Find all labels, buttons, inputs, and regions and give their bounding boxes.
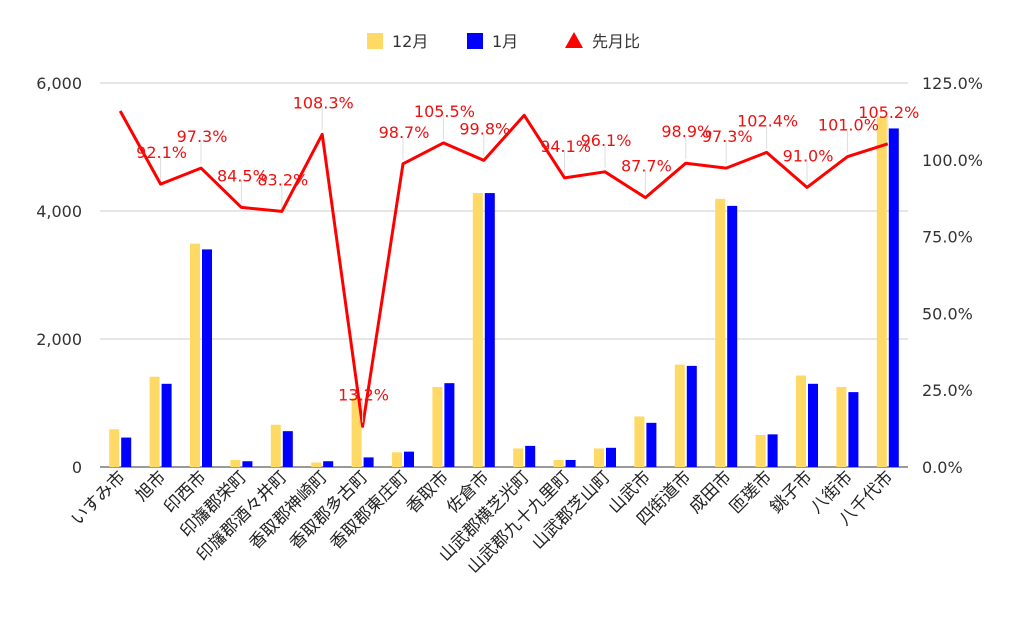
bar-12月 [270,424,281,467]
data-labels: 92.1%97.3%84.5%83.2%108.3%13.2%98.7%105.… [136,93,919,423]
right-tick-label: 50.0% [922,304,973,323]
data-label: 94.1% [540,137,591,156]
right-tick-label: 75.0% [922,228,973,247]
bar-1月 [363,457,374,467]
bar-1月 [565,459,576,467]
bar-12月 [836,387,847,467]
bar-12月 [190,243,200,467]
data-label: 97.3% [177,127,228,146]
bar-12月 [674,364,685,467]
bars [109,117,899,467]
category-label: 銚子市 [766,467,816,517]
data-label: 97.3% [702,127,753,146]
bar-12月 [472,193,483,467]
category-label: 匝瑳市 [726,467,776,517]
right-tick-label: 100.0% [922,151,983,170]
legend-marker-ratio [565,32,583,48]
data-label: 98.7% [379,123,430,142]
bar-12月 [432,387,443,467]
bar-1月 [646,422,657,467]
bar-1月 [686,365,697,467]
bar-1月 [404,451,414,467]
bar-1月 [161,383,172,467]
legend: 12月 1月 先月比 [367,32,640,51]
data-label: 98.9% [661,122,712,141]
left-tick-label: 0 [72,458,82,477]
legend-label-ratio: 先月比 [592,32,640,51]
bar-1月 [767,434,778,467]
legend-label-12月: 12月 [392,32,428,51]
category-label: 香取市 [403,467,453,517]
data-label: 102.4% [737,111,798,130]
bar-1月 [525,445,536,467]
data-label: 92.1% [136,143,187,162]
data-label: 87.7% [621,157,672,176]
bar-1月 [808,383,818,467]
bar-12月 [553,459,564,467]
bar-1月 [202,249,212,467]
bar-12月 [351,397,362,467]
data-label: 91.0% [783,146,834,165]
bar-12月 [876,117,887,467]
bar-1月 [727,205,738,467]
data-label: 84.5% [217,166,268,185]
bar-1月 [444,383,455,467]
bar-12月 [311,462,322,467]
bar-1月 [484,193,495,467]
data-label: 105.5% [414,102,475,121]
right-tick-label: 0.0% [922,458,963,477]
right-axis-ticks: 0.0% 25.0% 50.0% 75.0% 100.0% 125.0% [922,74,983,477]
bar-1月 [888,128,899,467]
data-label: 13.2% [338,385,389,404]
bar-12月 [634,416,645,467]
bar-12月 [594,448,604,467]
bar-1月 [121,437,132,467]
bar-12月 [796,375,806,467]
bar-12月 [109,429,120,467]
left-axis-ticks: 0 2,000 4,000 6,000 [36,74,82,477]
legend-label-1月: 1月 [492,32,518,51]
left-tick-label: 6,000 [36,74,82,93]
bar-1月 [606,447,616,467]
right-tick-label: 125.0% [922,74,983,93]
bar-12月 [715,198,726,467]
bar-12月 [230,459,241,467]
data-label: 101.0% [818,116,879,135]
data-label: 96.1% [581,131,632,150]
left-tick-label: 2,000 [36,330,82,349]
data-label: 105.2% [858,103,919,122]
data-label: 99.8% [459,119,510,138]
bar-12月 [513,448,524,467]
left-tick-label: 4,000 [36,202,82,221]
data-label: 108.3% [293,93,354,112]
bar-1月 [323,461,334,467]
data-label: 83.2% [257,170,308,189]
legend-swatch-12月 [367,33,383,49]
ratio-line [118,110,889,428]
bar-12月 [149,376,160,467]
ratio-line-path [118,110,889,428]
bar-1月 [282,431,293,467]
bar-1月 [242,461,253,467]
category-label: 成田市 [686,467,736,517]
legend-swatch-1月 [467,33,483,49]
bar-1月 [848,392,859,467]
bar-12月 [392,452,402,467]
bar-12月 [755,435,766,467]
right-tick-label: 25.0% [922,381,973,400]
category-labels: いすみ市 旭市印西市印旛郡栄町印旛郡酒々井町香取郡神崎町香取郡多古町香取郡東庄町香… [68,467,898,577]
